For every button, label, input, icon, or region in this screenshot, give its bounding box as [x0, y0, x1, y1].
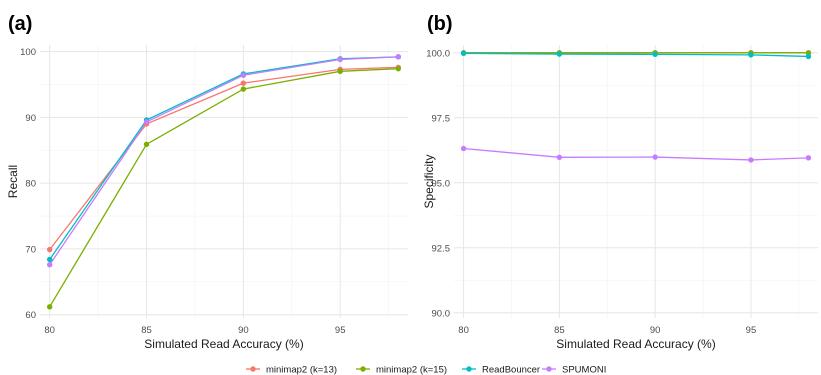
legend-marker: [466, 366, 472, 372]
x-axis-title: Simulated Read Accuracy (%): [144, 337, 303, 351]
data-point: [395, 65, 402, 72]
y-tick-label: 97.5: [432, 113, 451, 124]
data-point: [652, 154, 658, 160]
legend-label: SPUMONI: [562, 365, 606, 375]
legend-label: minimap2 (k=15): [376, 365, 447, 375]
x-tick-label: 85: [554, 325, 565, 336]
legend: minimap2 (k=13) minimap2 (k=15) ReadBounce…: [246, 365, 606, 375]
data-point: [143, 119, 150, 125]
legend-marker: [546, 366, 552, 372]
x-tick-label: 80: [458, 325, 469, 336]
data-point: [240, 80, 247, 86]
x-tick-label: 90: [238, 325, 249, 336]
data-point: [46, 262, 53, 268]
data-point: [143, 141, 150, 148]
y-tick-label: 90: [25, 113, 36, 124]
series-line: [49, 56, 399, 266]
data-point: [46, 246, 53, 253]
data-point: [748, 52, 754, 58]
data-point: [240, 72, 247, 78]
legend-label: ReadBouncer: [482, 365, 540, 375]
panel-specificity: 80 85 90 95 90.0 92.5 95.0 97.5 100.0 Simulated R…: [422, 13, 818, 351]
y-tick-label: 70: [25, 244, 36, 255]
y-axis-title: Recall: [6, 165, 20, 198]
x-tick-label: 85: [141, 325, 152, 336]
data-point: [337, 56, 343, 63]
x-tick-label: 95: [746, 325, 757, 336]
data-point: [395, 54, 402, 60]
data-point: [748, 157, 754, 163]
x-tick-label: 95: [335, 325, 346, 336]
x-axis-title: Simulated Read Accuracy (%): [556, 337, 715, 351]
data-point: [46, 304, 53, 310]
data-point: [652, 51, 658, 58]
data-point: [337, 68, 343, 75]
y-tick-label: 95.0: [432, 178, 451, 189]
y-tick-label: 90.0: [432, 308, 451, 319]
x-tick-label: 80: [44, 325, 55, 336]
panel-recall: 80 85 90 95 60 70 80 90 100 Simulated Read Accura…: [6, 13, 408, 351]
y-tick-label: 100.0: [426, 48, 450, 59]
y-tick-label: 100: [20, 47, 36, 58]
data-point: [460, 145, 467, 152]
data-point: [556, 154, 563, 161]
legend-marker: [360, 366, 366, 372]
x-tick-label: 90: [650, 325, 661, 336]
data-point: [460, 50, 467, 57]
legend-marker: [250, 366, 256, 372]
series-line: [463, 52, 809, 58]
series-line: [49, 56, 399, 260]
y-axis-title: Specificity: [422, 154, 436, 208]
panel-label: (a): [8, 13, 32, 35]
data-point: [240, 86, 247, 92]
data-point: [805, 155, 812, 161]
data-point: [46, 256, 53, 263]
y-tick-label: 80: [25, 179, 36, 190]
data-point: [556, 51, 563, 57]
y-tick-label: 60: [25, 310, 36, 321]
legend-label: minimap2 (k=13): [266, 365, 337, 375]
y-tick-label: 92.5: [432, 243, 451, 254]
panel-label: (b): [427, 13, 453, 35]
series-line: [49, 66, 399, 250]
data-point: [805, 53, 812, 60]
